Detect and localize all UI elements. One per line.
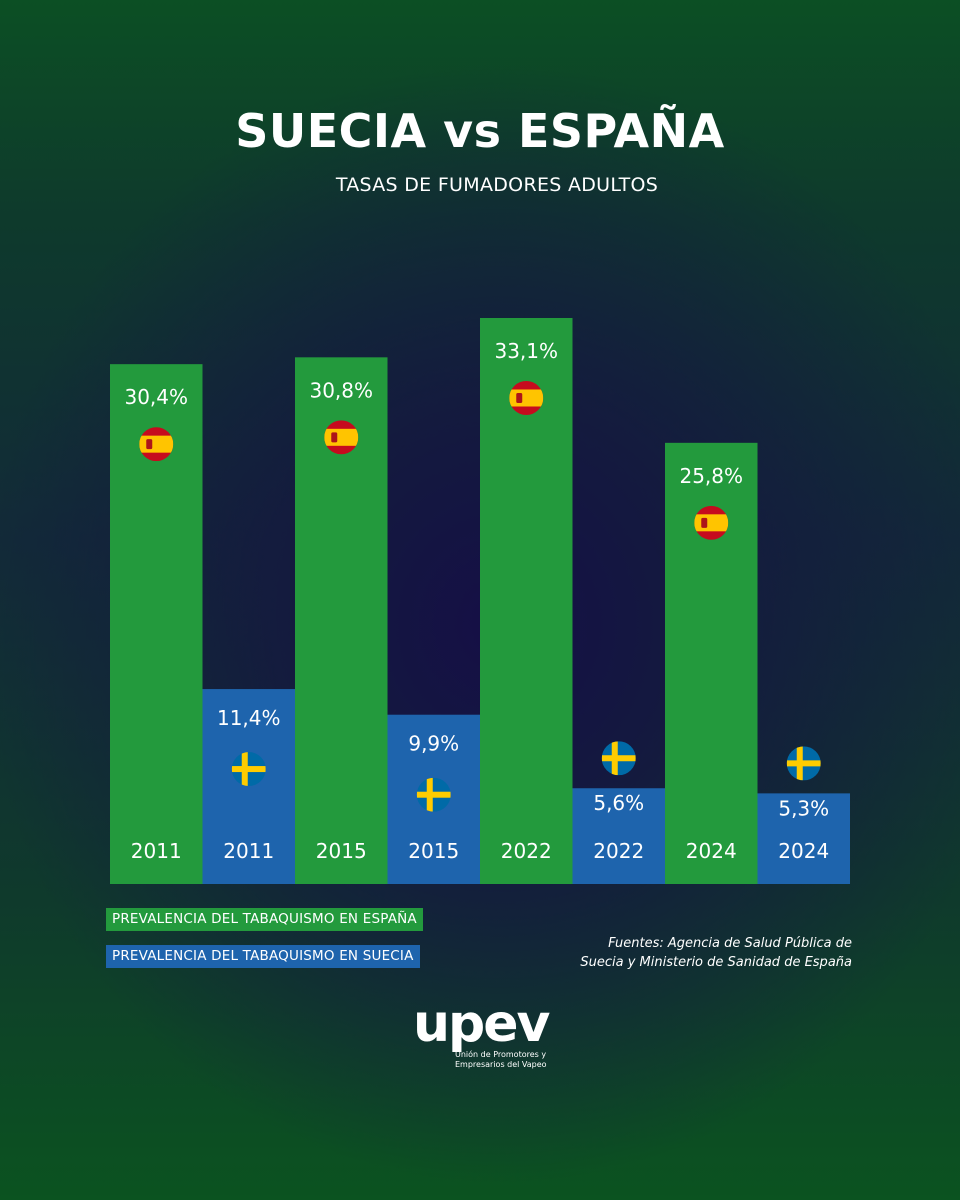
chart-title: SUECIA vs ESPAÑA — [235, 104, 725, 158]
tick-label-spain-2011: 2011 — [131, 839, 182, 863]
bar-sweden-2022 — [572, 788, 665, 884]
sweden-flag-icon-2011 — [231, 752, 266, 787]
spain-flag-icon-2011 — [139, 427, 174, 462]
sweden-flag-icon-2022 — [601, 741, 636, 776]
sweden-flag-icon-2015 — [416, 777, 451, 812]
legend-spain: PREVALENCIA DEL TABAQUISMO EN ESPAÑA — [106, 908, 423, 931]
legend-sweden: PREVALENCIA DEL TABAQUISMO EN SUECIA — [106, 945, 420, 968]
data-label-spain-2024: 25,8% — [679, 464, 743, 488]
tick-label-sweden-2015: 2015 — [408, 839, 459, 863]
spain-flag-icon-2022 — [509, 380, 544, 415]
data-label-spain-2011: 30,4% — [124, 385, 188, 409]
tick-label-sweden-2024: 2024 — [778, 839, 829, 863]
chart-subtitle: TASAS DE FUMADORES ADULTOS — [335, 174, 659, 196]
tick-label-spain-2022: 2022 — [501, 839, 552, 863]
data-label-spain-2015: 30,8% — [309, 378, 373, 402]
logo-wordmark: upev — [413, 994, 550, 1054]
data-label-spain-2022: 33,1% — [494, 339, 558, 363]
logo-tagline-2: Empresarios del Vapeo — [455, 1060, 547, 1069]
tick-label-sweden-2022: 2022 — [593, 839, 644, 863]
spain-flag-icon-2024 — [694, 505, 729, 540]
tick-label-spain-2015: 2015 — [316, 839, 367, 863]
data-label-sweden-2015: 9,9% — [408, 732, 459, 756]
sweden-flag-icon-2024 — [786, 746, 821, 781]
bar-sweden-2024 — [757, 793, 850, 884]
sources-line-1: Fuentes: Agencia de Salud Pública de — [608, 936, 852, 951]
logo-tagline-1: Unión de Promotores y — [455, 1050, 547, 1059]
sources-note: Fuentes: Agencia de Salud Pública de Sue… — [452, 934, 852, 972]
data-label-sweden-2011: 11,4% — [217, 706, 281, 730]
bar-sweden-2011 — [202, 689, 295, 884]
upev-logo: upev Unión de Promotores y Empresarios d… — [413, 994, 553, 1075]
data-label-sweden-2022: 5,6% — [593, 791, 644, 815]
data-label-sweden-2024: 5,3% — [778, 796, 829, 820]
tick-label-spain-2024: 2024 — [686, 839, 737, 863]
sources-line-2: Suecia y Ministerio de Sanidad de España — [580, 955, 852, 970]
tick-label-sweden-2011: 2011 — [223, 839, 274, 863]
spain-flag-icon-2015 — [324, 420, 359, 455]
